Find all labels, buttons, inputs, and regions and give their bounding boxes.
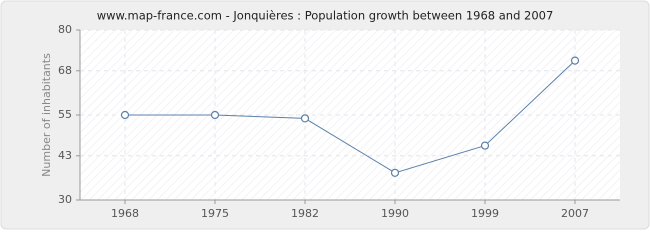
point bbox=[300, 114, 310, 123]
x-tick-label: 2007 bbox=[561, 207, 589, 220]
x-tick-label: 1968 bbox=[111, 207, 139, 220]
y-tick-label: 30 bbox=[58, 193, 72, 206]
chart-title: www.map-france.com - Jonquières : Popula… bbox=[97, 9, 554, 23]
point bbox=[390, 168, 400, 177]
x-tick-label: 1990 bbox=[381, 207, 409, 220]
y-tick-label: 43 bbox=[58, 149, 72, 162]
y-axis-label: Number of inhabitants bbox=[40, 53, 53, 177]
x-tick-label: 1999 bbox=[471, 207, 499, 220]
y-tick-label: 55 bbox=[58, 108, 72, 121]
point bbox=[120, 110, 130, 120]
y-tick-label: 80 bbox=[58, 23, 72, 36]
point bbox=[210, 110, 220, 120]
y-tick-label: 68 bbox=[58, 64, 72, 77]
x-tick-label: 1982 bbox=[291, 207, 319, 220]
point bbox=[480, 141, 490, 150]
page: {"chart_data": {"type": "line", "title":… bbox=[0, 0, 650, 230]
x-tick-label: 1975 bbox=[201, 207, 229, 220]
chart: www.map-france.com - Jonquières : Popula… bbox=[0, 0, 650, 230]
point bbox=[570, 56, 580, 65]
line bbox=[125, 60, 576, 174]
